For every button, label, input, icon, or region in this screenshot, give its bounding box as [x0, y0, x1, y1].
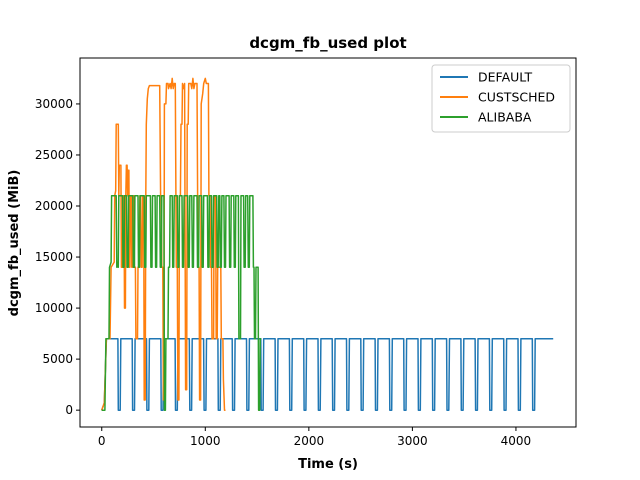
x-tick-label: 0 — [98, 434, 106, 448]
y-tick-label: 25000 — [35, 148, 73, 162]
x-tick-label: 3000 — [397, 434, 428, 448]
y-tick-label: 5000 — [42, 352, 73, 366]
legend-label-default: DEFAULT — [478, 70, 533, 85]
x-tick-label: 2000 — [294, 434, 325, 448]
plot-frame — [79, 57, 577, 428]
legend-label-alibaba: ALIBABA — [478, 110, 532, 125]
series-line-alibaba — [101, 195, 262, 411]
x-tick-label: 4000 — [501, 434, 532, 448]
legend: DEFAULT CUSTSCHED ALIBABA — [431, 64, 571, 133]
y-tick-label: 20000 — [35, 199, 73, 213]
x-axis-title: Time (s) — [298, 457, 358, 472]
y-axis-title: dcgm_fb_used (MiB) — [7, 170, 22, 317]
y-tick-label: 10000 — [35, 301, 73, 315]
legend-label-custsched: CUSTSCHED — [478, 90, 555, 105]
y-tick-label: 30000 — [35, 97, 73, 111]
legend-items: DEFAULT CUSTSCHED ALIBABA — [440, 70, 555, 125]
series-line-custsched — [100, 77, 226, 411]
series-layer — [100, 77, 554, 411]
y-tick-label: 15000 — [35, 250, 73, 264]
x-axis-ticks: 0 1000 2000 3000 4000 — [98, 427, 531, 448]
series-line-default — [100, 337, 554, 411]
chart-title: dcgm_fb_used plot — [249, 34, 406, 52]
y-tick-label: 0 — [65, 403, 73, 417]
y-axis-ticks: 0 5000 10000 15000 20000 25000 30000 — [35, 97, 80, 417]
legend-box — [431, 64, 571, 133]
x-tick-label: 1000 — [190, 434, 221, 448]
